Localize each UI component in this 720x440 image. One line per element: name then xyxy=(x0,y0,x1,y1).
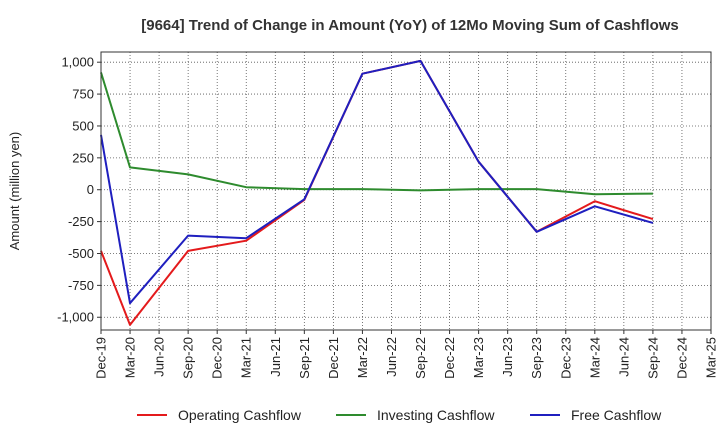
plot-frame xyxy=(100,51,712,331)
x-tick-label: Dec-22 xyxy=(442,337,457,379)
x-tick-label: Dec-20 xyxy=(210,337,225,379)
x-tick-label: Sep-22 xyxy=(413,337,428,379)
x-tick-label: Jun-24 xyxy=(616,337,631,377)
y-tick-label: 250 xyxy=(72,150,94,165)
series-investing-cashflow xyxy=(100,72,654,196)
legend-label: Investing Cashflow xyxy=(377,407,495,423)
y-tick-label: 750 xyxy=(72,87,94,102)
legend-label: Free Cashflow xyxy=(571,407,662,423)
y-tick-label: 500 xyxy=(72,118,94,133)
x-tick-label: Mar-24 xyxy=(587,337,602,378)
x-tick-label: Sep-20 xyxy=(181,337,196,379)
x-tick-label: Dec-19 xyxy=(94,337,109,379)
x-tick-label: Dec-24 xyxy=(674,337,689,379)
x-tick-label: Sep-21 xyxy=(297,337,312,379)
series-free-cashflow xyxy=(100,59,654,305)
y-tick-label: -250 xyxy=(68,214,94,229)
legend-item: Investing Cashflow xyxy=(336,407,495,423)
grid xyxy=(100,52,712,330)
x-tick-label: Jun-20 xyxy=(152,337,167,377)
legend-item: Free Cashflow xyxy=(530,407,662,423)
series-line xyxy=(100,72,653,196)
legend: Operating Cashflow Investing Cashflow Free… xyxy=(137,407,662,423)
legend-item: Operating Cashflow xyxy=(137,407,302,423)
x-tick-label: Mar-22 xyxy=(355,337,370,378)
x-tick-labels: Dec-19 Mar-20 Jun-20 Sep-20 Dec-20 Mar-21 Jun-… xyxy=(94,330,719,379)
y-tick-label: -1,000 xyxy=(57,310,94,325)
series-line xyxy=(100,59,654,305)
x-tick-label: Jun-23 xyxy=(500,337,515,377)
series-group xyxy=(100,59,654,326)
y-tick-label: -500 xyxy=(68,246,94,261)
y-tick-label: 1,000 xyxy=(61,55,94,70)
x-tick-label: Jun-21 xyxy=(268,337,283,377)
legend-label: Operating Cashflow xyxy=(178,407,302,423)
x-tick-label: Sep-24 xyxy=(645,337,660,379)
x-tick-label: Dec-23 xyxy=(558,337,573,379)
y-tick-label: 0 xyxy=(87,182,94,197)
y-tick-label: -750 xyxy=(68,278,94,293)
y-axis-label: Amount (million yen) xyxy=(7,132,22,251)
x-tick-label: Mar-20 xyxy=(123,337,138,378)
x-tick-label: Mar-25 xyxy=(704,337,719,378)
x-tick-label: Jun-22 xyxy=(384,337,399,377)
chart-title: [9664] Trend of Change in Amount (YoY) o… xyxy=(141,17,679,34)
x-tick-label: Dec-21 xyxy=(326,337,341,379)
x-tick-label: Mar-23 xyxy=(471,337,486,378)
x-tick-label: Sep-23 xyxy=(529,337,544,379)
x-tick-label: Mar-21 xyxy=(239,337,254,378)
y-tick-labels: 1,000 750 500 250 0 -250 -500 -750 -1,000 xyxy=(57,55,101,325)
